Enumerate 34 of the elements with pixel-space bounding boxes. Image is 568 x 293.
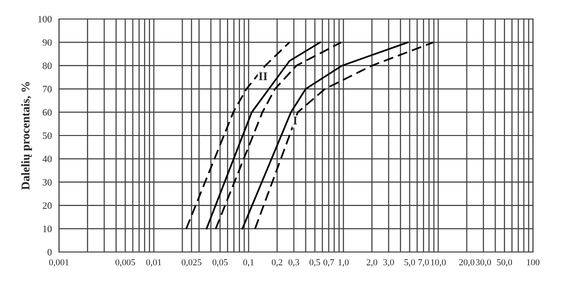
x-tick-label: 100 [527, 259, 540, 266]
x-tick-label: 0,7 [323, 259, 334, 267]
x-tick-label: 50,0 [497, 259, 512, 267]
x-tick-label: 0,01 [146, 259, 162, 267]
y-tick-label: 20 [42, 202, 52, 209]
y-tick-label: 70 [42, 86, 52, 92]
x-tick-label: 10,0 [431, 259, 446, 267]
x-tick-label: 0,025 [182, 259, 202, 267]
y-tick-label: 50 [42, 132, 52, 139]
y-tick-label: 30 [42, 179, 52, 186]
x-tick-label: 1,0 [338, 259, 349, 267]
annotation: II [258, 72, 268, 80]
x-tick-label: 0,2 [272, 259, 282, 267]
x-tick-label: 0,005 [115, 259, 136, 267]
y-tick-label: 60 [42, 109, 52, 116]
y-tick-label: 100 [38, 16, 52, 22]
y-tick-label: 80 [42, 62, 52, 70]
x-tick-label: 0,001 [49, 259, 69, 267]
y-tick-label: 40 [42, 156, 52, 162]
x-tick-label: 7,0 [418, 259, 429, 267]
x-tick-label: 2,0 [366, 259, 378, 267]
x-tick-label: 0,05 [212, 259, 228, 267]
x-tick-label: 20,0 [459, 259, 474, 267]
y-tick-label: 0 [48, 248, 52, 256]
x-tick-label: 3,0 [383, 259, 394, 267]
y-tick-label: 10 [43, 226, 52, 232]
annotation: I [293, 116, 298, 124]
x-tick-label: 0,1 [243, 259, 254, 267]
x-tick-label: 0,5 [310, 259, 320, 267]
y-tick-label: 90 [42, 39, 52, 46]
y-axis-title: Dalelių procentais, % [21, 82, 32, 190]
x-tick-label: 5,0 [404, 259, 415, 267]
x-tick-label: 0,3 [288, 259, 300, 267]
x-tick-label: 30,0 [476, 259, 491, 267]
